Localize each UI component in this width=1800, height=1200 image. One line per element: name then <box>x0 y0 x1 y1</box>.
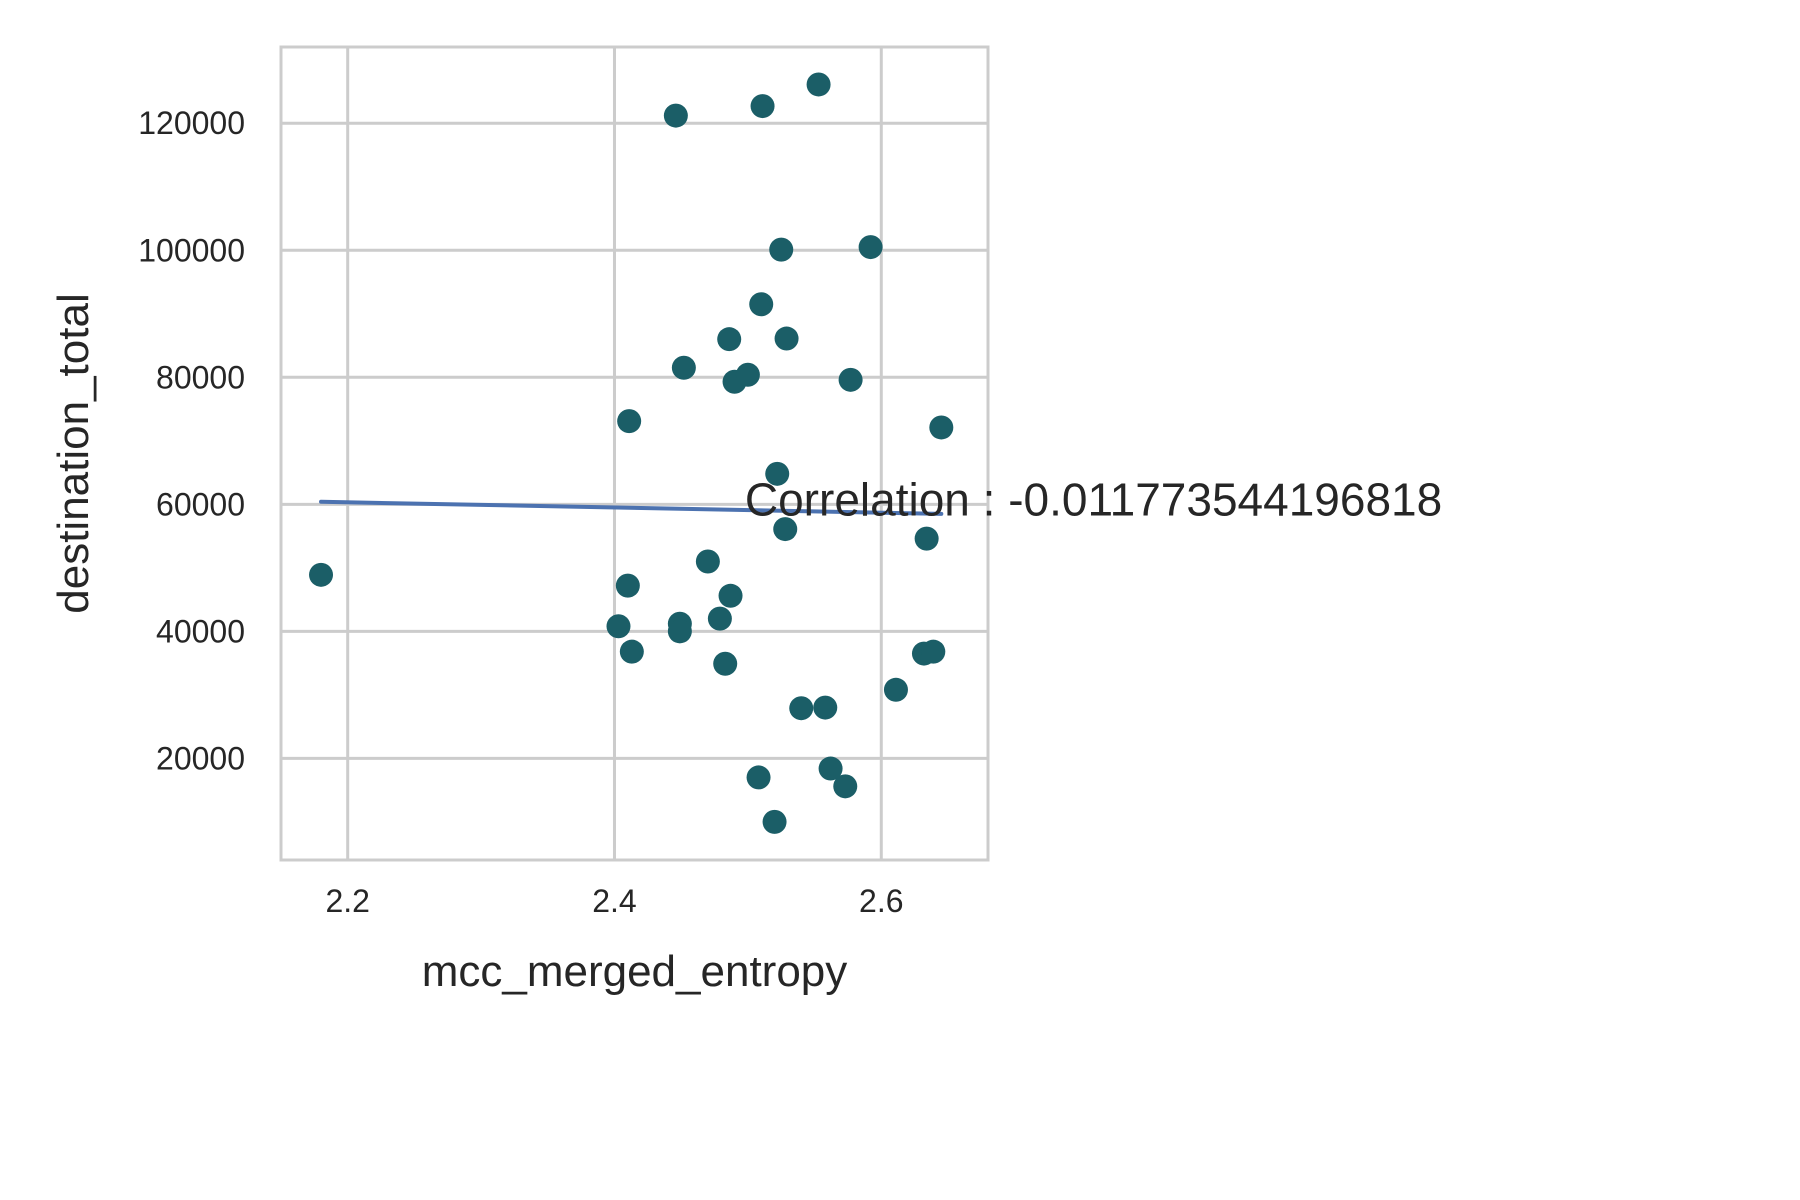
x-tick-label: 2.2 <box>325 883 369 919</box>
trend-line <box>319 499 944 516</box>
x-tick-label: 2.4 <box>592 883 636 919</box>
y-tick-label: 120000 <box>138 105 245 141</box>
data-point <box>914 526 939 551</box>
data-point <box>813 695 838 720</box>
data-point <box>858 235 883 260</box>
x-axis-label: mcc_merged_entropy <box>422 947 848 996</box>
data-point <box>773 517 798 542</box>
y-tick-label: 100000 <box>138 232 245 268</box>
data-point <box>695 549 720 574</box>
data-point <box>718 583 743 608</box>
chart-canvas: 2.2 2.4 2.6 20000 40000 60000 80000 100000 1200… <box>49 45 1442 996</box>
data-point <box>833 774 858 799</box>
data-point <box>806 72 831 97</box>
y-tick-label: 40000 <box>156 613 245 649</box>
data-point <box>663 103 688 128</box>
data-point <box>769 237 794 262</box>
correlation-annotation: Correlation : -0.011773544196818 <box>745 474 1442 526</box>
data-point <box>717 327 742 352</box>
data-point <box>929 415 954 440</box>
grid-lines <box>281 47 988 860</box>
data-point <box>749 292 774 317</box>
data-point <box>667 619 692 644</box>
data-point <box>789 696 814 721</box>
y-tick-label: 60000 <box>156 486 245 522</box>
data-point <box>746 765 771 790</box>
data-point <box>615 573 640 598</box>
data-point <box>818 756 843 781</box>
y-tick-labels: 20000 40000 60000 80000 100000 120000 <box>138 105 245 776</box>
data-point <box>606 614 631 639</box>
x-tick-label: 2.6 <box>859 883 903 919</box>
data-point <box>735 362 760 387</box>
x-tick-labels: 2.2 2.4 2.6 <box>325 883 903 919</box>
data-point <box>671 355 696 380</box>
data-point <box>921 639 946 664</box>
y-tick-label: 80000 <box>156 359 245 395</box>
y-axis-label: destination_total <box>49 293 98 613</box>
data-point <box>707 606 732 631</box>
data-point <box>774 326 799 351</box>
data-point <box>765 461 790 486</box>
data-point <box>309 562 334 587</box>
scatter-chart: 2.2 2.4 2.6 20000 40000 60000 80000 100000 1200… <box>49 45 1442 996</box>
data-point <box>619 639 644 664</box>
data-point <box>762 809 787 834</box>
trend-line-layer <box>319 499 944 516</box>
data-point <box>750 94 775 119</box>
y-tick-label: 20000 <box>156 740 245 776</box>
data-point <box>713 651 738 676</box>
data-point <box>617 409 642 434</box>
plot-frame <box>279 45 990 862</box>
data-points <box>309 72 954 834</box>
data-point <box>838 367 863 392</box>
data-point <box>883 677 908 702</box>
